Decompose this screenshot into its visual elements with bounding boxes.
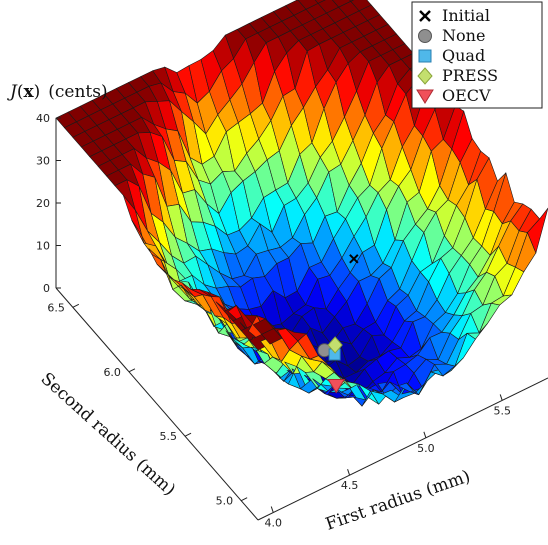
y-tick-label: 6.5 — [47, 301, 65, 314]
x-tick-label: 4.0 — [265, 517, 283, 530]
legend-label-quad: Quad — [442, 46, 485, 65]
legend-item-quad: Quad — [418, 46, 485, 65]
z-tick-label: 30 — [36, 155, 50, 168]
z-axis-label-open: ( — [17, 82, 24, 102]
x-tick-mark — [499, 394, 503, 401]
legend-marker-oecv — [416, 89, 434, 104]
y-tick-mark — [240, 497, 248, 502]
z-tick-label: 0 — [43, 282, 50, 295]
legend-marker-press — [417, 67, 433, 85]
point-initial — [349, 254, 359, 264]
y-tick-mark — [72, 303, 80, 308]
y-tick-mark — [184, 432, 192, 437]
x-tick-mark — [270, 506, 274, 513]
x-tick-mark — [423, 431, 427, 438]
y-tick-mark — [128, 368, 136, 373]
y-tick-label: 5.0 — [216, 495, 234, 508]
legend-label-initial: Initial — [442, 6, 490, 25]
legend-label-press: PRESS — [442, 66, 498, 85]
z-tick-label: 10 — [36, 240, 50, 253]
point-press — [327, 336, 343, 354]
legend: Initial None Quad PRESS OECV — [411, 1, 543, 109]
y-tick-label: 6.0 — [103, 366, 121, 379]
y-axis-label: Second radius (mm) — [37, 369, 180, 500]
z-axis-label-close: ) — [34, 82, 41, 102]
z-axis-label-arg: x — [23, 82, 34, 102]
x-tick-mark — [347, 468, 351, 476]
surface-patch — [527, 207, 548, 254]
legend-marker-initial — [419, 10, 431, 22]
x-tick-label: 5.5 — [493, 404, 511, 417]
legend-marker-none — [418, 29, 432, 43]
legend-item-none: None — [418, 26, 485, 45]
z-tick-label: 40 — [36, 112, 50, 125]
z-axis-label-units: (cents) — [48, 82, 107, 102]
legend-label-none: None — [442, 26, 485, 45]
point-oecv — [327, 379, 346, 394]
legend-label-oecv: OECV — [442, 86, 491, 105]
z-axis-label-func: J — [7, 82, 18, 102]
surface-patch — [314, 0, 326, 4]
tick-marks: 0 10 20 30 40 5.0 5.5 6.0 6.5 4.0 4.5 5.0 5.5 — [36, 112, 511, 530]
optimizer-points — [317, 254, 359, 394]
z-tick-label: 20 — [36, 197, 50, 210]
x-axis-line — [257, 377, 548, 521]
legend-item-press: PRESS — [417, 66, 498, 85]
x-tick-label: 4.5 — [341, 479, 359, 492]
y-tick-label: 5.5 — [160, 430, 178, 443]
surface-mesh — [55, 0, 548, 407]
y-axis-line — [55, 287, 259, 521]
legend-marker-quad — [418, 49, 432, 63]
z-axis-label: J(x) (cents) — [7, 82, 108, 102]
legend-box — [411, 1, 543, 109]
x-tick-label: 5.0 — [417, 442, 435, 455]
legend-item-oecv: OECV — [416, 86, 491, 105]
legend-item-initial: Initial — [419, 6, 490, 25]
